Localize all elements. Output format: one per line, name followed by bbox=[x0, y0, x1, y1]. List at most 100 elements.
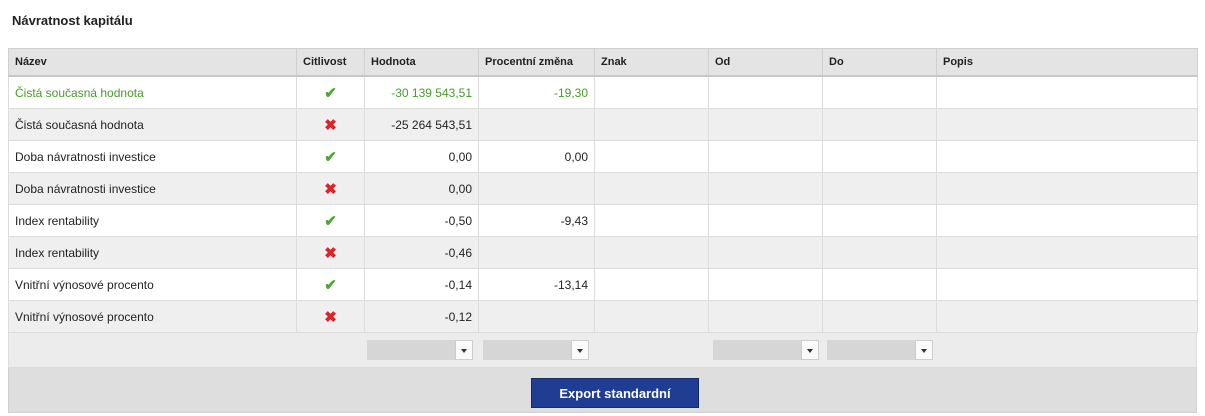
table-panel: Název Citlivost Hodnota Procentní změna Znak… bbox=[8, 48, 1198, 413]
empty-cell bbox=[594, 204, 709, 237]
sensitivity-cell: ✔ bbox=[296, 75, 365, 109]
table-row: Doba návratnosti investice ✔ 0,00 0,00 bbox=[8, 140, 1198, 173]
column-header: Hodnota bbox=[364, 48, 479, 77]
dropdown[interactable] bbox=[713, 340, 819, 360]
empty-cell bbox=[594, 108, 709, 141]
table-row: Čistá současná hodnota ✔ -30 139 543,51 -19… bbox=[8, 75, 1198, 109]
dropdown[interactable] bbox=[483, 340, 589, 360]
column-header: Název bbox=[8, 48, 297, 77]
sensitivity-cell: ✖ bbox=[296, 172, 365, 205]
empty-cell bbox=[708, 268, 823, 301]
value-cell: -25 264 543,51 bbox=[364, 108, 479, 141]
sensitivity-cell: ✖ bbox=[296, 108, 365, 141]
name-cell: Doba návratnosti investice bbox=[8, 140, 297, 173]
column-header: Procentní změna bbox=[478, 48, 595, 77]
empty-cell bbox=[822, 268, 937, 301]
name-cell: Čistá současná hodnota bbox=[8, 108, 297, 141]
sensitivity-cell: ✖ bbox=[296, 300, 365, 333]
empty-cell bbox=[594, 236, 709, 269]
table-row: Vnitřní výnosové procento ✔ -0,14 -13,14 bbox=[8, 268, 1198, 301]
sensitivity-cell: ✔ bbox=[296, 140, 365, 173]
table-body: Čistá současná hodnota ✔ -30 139 543,51 -19… bbox=[8, 75, 1198, 333]
empty-cell bbox=[594, 268, 709, 301]
change-cell bbox=[478, 236, 595, 269]
name-cell: Index rentability bbox=[8, 204, 297, 237]
empty-cell bbox=[708, 172, 823, 205]
change-cell: -19,30 bbox=[478, 75, 595, 109]
table-row: Doba návratnosti investice ✖ 0,00 bbox=[8, 172, 1198, 205]
table-row: Index rentability ✔ -0,50 -9,43 bbox=[8, 204, 1198, 237]
change-cell bbox=[478, 108, 595, 141]
empty-cell bbox=[708, 300, 823, 333]
table: Název Citlivost Hodnota Procentní změna Znak… bbox=[8, 48, 1198, 333]
empty-cell bbox=[822, 108, 937, 141]
name-cell: Čistá současná hodnota bbox=[8, 75, 297, 109]
empty-cell bbox=[936, 140, 1198, 173]
section-title: Návratnost kapitálu bbox=[12, 13, 133, 28]
check-icon: ✔ bbox=[324, 84, 337, 102]
empty-cell bbox=[936, 108, 1198, 141]
empty-cell bbox=[936, 204, 1198, 237]
value-cell: -0,46 bbox=[364, 236, 479, 269]
sensitivity-cell: ✖ bbox=[296, 236, 365, 269]
table-row: Index rentability ✖ -0,46 bbox=[8, 236, 1198, 269]
empty-cell bbox=[708, 236, 823, 269]
empty-cell bbox=[594, 172, 709, 205]
empty-cell bbox=[822, 75, 937, 109]
value-cell: -0,50 bbox=[364, 204, 479, 237]
change-cell bbox=[478, 300, 595, 333]
value-cell: 0,00 bbox=[364, 140, 479, 173]
table-row: Čistá současná hodnota ✖ -25 264 543,51 bbox=[8, 108, 1198, 141]
column-header: Od bbox=[708, 48, 823, 77]
dropdown[interactable] bbox=[367, 340, 473, 360]
cross-icon: ✖ bbox=[324, 180, 337, 198]
empty-cell bbox=[822, 300, 937, 333]
header-row: Název Citlivost Hodnota Procentní změna Znak… bbox=[8, 48, 1198, 77]
sensitivity-cell: ✔ bbox=[296, 268, 365, 301]
cross-icon: ✖ bbox=[324, 308, 337, 326]
empty-cell bbox=[708, 140, 823, 173]
export-button[interactable]: Export standardní bbox=[531, 378, 699, 408]
change-cell: -13,14 bbox=[478, 268, 595, 301]
check-icon: ✔ bbox=[324, 276, 337, 294]
empty-cell bbox=[822, 172, 937, 205]
empty-cell bbox=[708, 204, 823, 237]
column-header: Citlivost bbox=[296, 48, 365, 77]
empty-cell bbox=[936, 300, 1198, 333]
value-cell: -30 139 543,51 bbox=[364, 75, 479, 109]
change-cell: -9,43 bbox=[478, 204, 595, 237]
check-icon: ✔ bbox=[324, 148, 337, 166]
filter-row bbox=[8, 333, 1197, 368]
name-cell: Index rentability bbox=[8, 236, 297, 269]
cross-icon: ✖ bbox=[324, 116, 337, 134]
empty-cell bbox=[936, 172, 1198, 205]
button-bar: Export standardní bbox=[8, 368, 1197, 413]
empty-cell bbox=[822, 236, 937, 269]
value-cell: -0,14 bbox=[364, 268, 479, 301]
dropdown[interactable] bbox=[827, 340, 933, 360]
empty-cell bbox=[936, 236, 1198, 269]
empty-cell bbox=[822, 140, 937, 173]
empty-cell bbox=[594, 300, 709, 333]
table-row: Vnitřní výnosové procento ✖ -0,12 bbox=[8, 300, 1198, 333]
column-header: Do bbox=[822, 48, 937, 77]
value-cell: 0,00 bbox=[364, 172, 479, 205]
empty-cell bbox=[594, 75, 709, 109]
empty-cell bbox=[594, 140, 709, 173]
change-cell bbox=[478, 172, 595, 205]
change-cell: 0,00 bbox=[478, 140, 595, 173]
cross-icon: ✖ bbox=[324, 244, 337, 262]
column-header: Znak bbox=[594, 48, 709, 77]
name-cell: Vnitřní výnosové procento bbox=[8, 300, 297, 333]
name-cell: Vnitřní výnosové procento bbox=[8, 268, 297, 301]
empty-cell bbox=[708, 75, 823, 109]
empty-cell bbox=[936, 268, 1198, 301]
empty-cell bbox=[936, 75, 1198, 109]
empty-cell bbox=[822, 204, 937, 237]
check-icon: ✔ bbox=[324, 212, 337, 230]
value-cell: -0,12 bbox=[364, 300, 479, 333]
column-header: Popis bbox=[936, 48, 1198, 77]
name-cell: Doba návratnosti investice bbox=[8, 172, 297, 205]
sensitivity-cell: ✔ bbox=[296, 204, 365, 237]
